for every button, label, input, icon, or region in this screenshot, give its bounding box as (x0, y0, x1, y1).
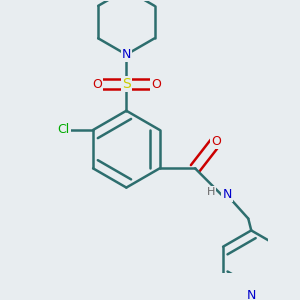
Text: N: N (222, 188, 232, 202)
Text: N: N (247, 289, 256, 300)
Text: O: O (211, 135, 221, 148)
Text: N: N (122, 48, 131, 61)
Text: N: N (122, 48, 131, 61)
Text: Cl: Cl (57, 123, 70, 136)
Text: O: O (92, 78, 102, 91)
Text: H: H (207, 187, 215, 197)
Text: S: S (122, 77, 131, 91)
Text: O: O (151, 78, 161, 91)
